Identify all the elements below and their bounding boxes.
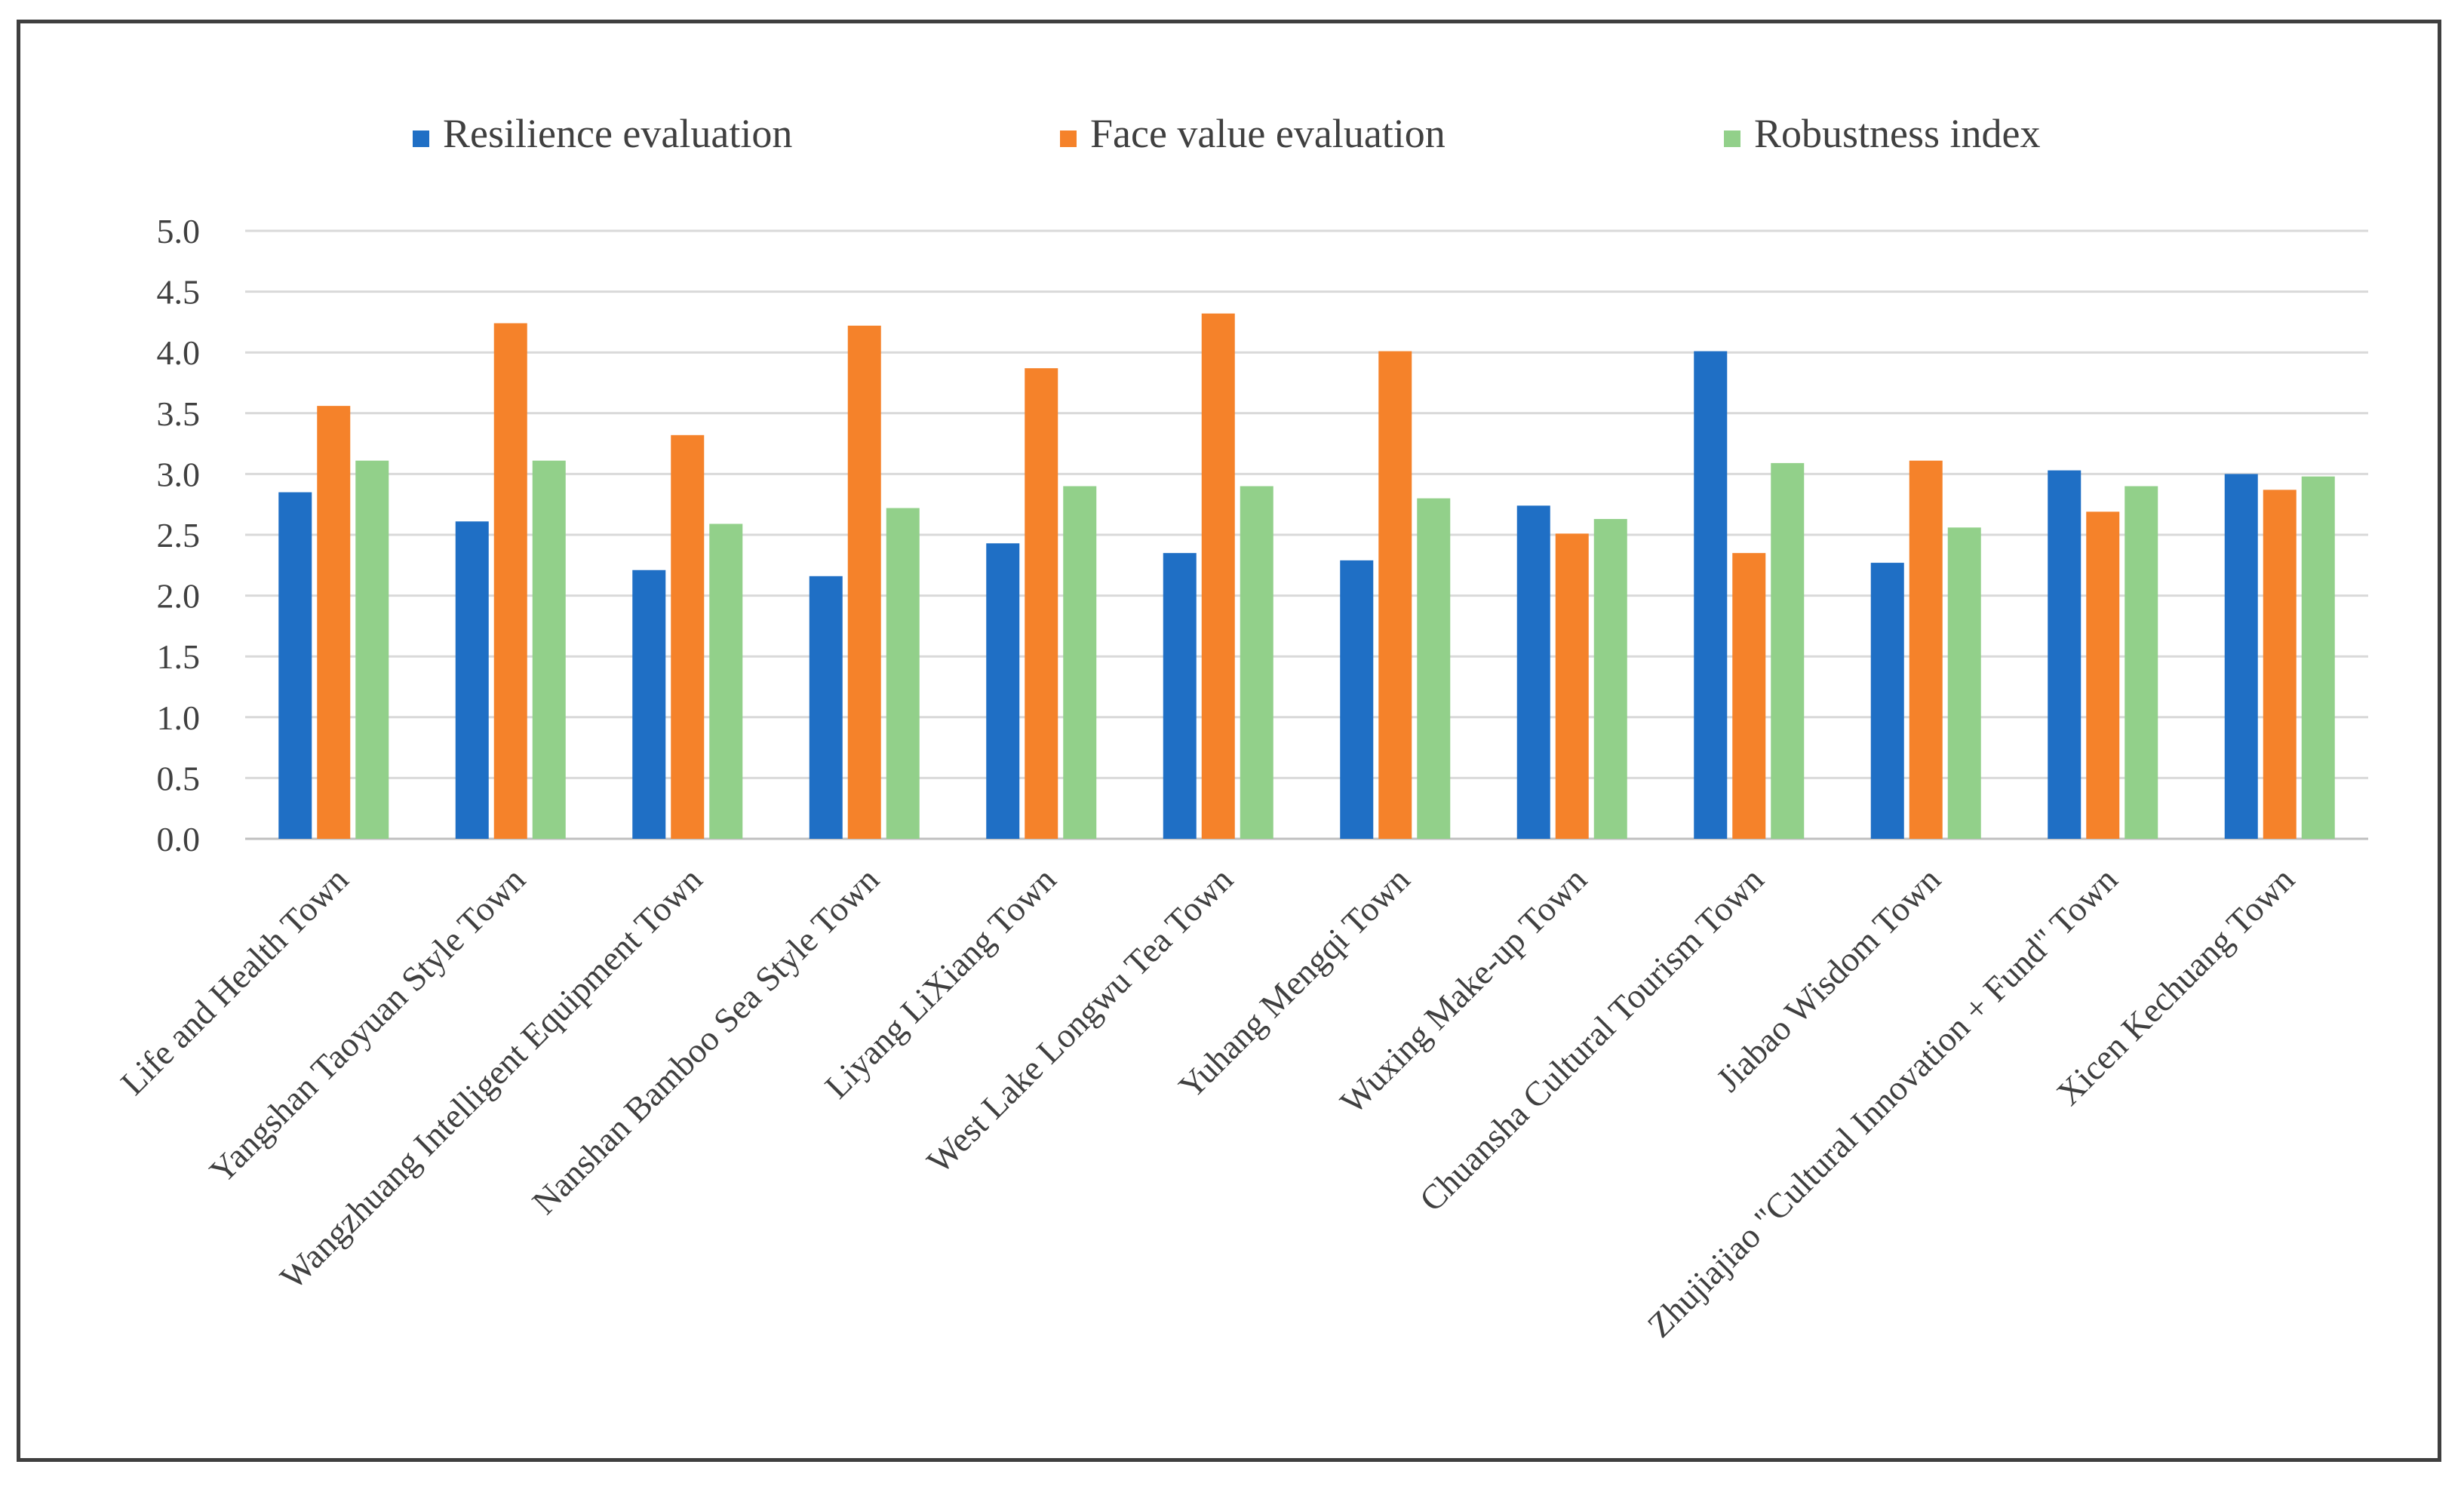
bar-robustness-index xyxy=(2125,486,2158,839)
legend: Resilience evaluation Face value evaluati… xyxy=(413,111,2041,156)
bar-face-value-evaluation xyxy=(1201,313,1235,840)
y-tick-label: 1.0 xyxy=(157,698,201,737)
x-category-label: West Lake Longwu Tea Town xyxy=(920,860,1240,1181)
bar-resilience-evaluation xyxy=(2224,474,2258,839)
chart-frame: 0.0 0.5 1.0 1.5 2.0 2.5 3.0 3.5 4.0 4.5 5.0 Life a… xyxy=(17,20,2441,1462)
bar-resilience-evaluation xyxy=(1694,351,1728,839)
bar-face-value-evaluation xyxy=(317,406,351,839)
legend-label: Face value evaluation xyxy=(1090,111,1446,156)
bar-face-value-evaluation xyxy=(1555,533,1589,839)
legend-swatch xyxy=(1724,130,1740,147)
legend-swatch xyxy=(413,130,429,147)
bar-resilience-evaluation xyxy=(809,576,843,839)
y-tick-label: 5.0 xyxy=(157,212,201,250)
legend-label: Resilience evaluation xyxy=(443,111,792,156)
bar-face-value-evaluation xyxy=(1378,351,1412,839)
legend-label: Robustness index xyxy=(1754,111,2041,156)
bar-robustness-index xyxy=(1240,486,1273,839)
bar-face-value-evaluation xyxy=(2263,490,2297,839)
bar-robustness-index xyxy=(355,460,389,839)
bar-robustness-index xyxy=(1947,527,1981,839)
bar-face-value-evaluation xyxy=(493,323,527,840)
bar-face-value-evaluation xyxy=(1732,553,1766,839)
bar-robustness-index xyxy=(2301,476,2335,839)
y-axis: 0.0 0.5 1.0 1.5 2.0 2.5 3.0 3.5 4.0 4.5 5.0 xyxy=(157,212,201,858)
bar-chart: 0.0 0.5 1.0 1.5 2.0 2.5 3.0 3.5 4.0 4.5 5.0 Life a… xyxy=(113,111,2368,1345)
bar-face-value-evaluation xyxy=(1025,368,1058,839)
bar-robustness-index xyxy=(1593,519,1627,839)
bar-resilience-evaluation xyxy=(278,492,312,839)
bar-resilience-evaluation xyxy=(1516,505,1550,839)
y-tick-label: 0.5 xyxy=(157,759,201,797)
bar-resilience-evaluation xyxy=(455,521,489,839)
bar-robustness-index xyxy=(1771,462,1805,839)
x-category-label: Yangshan Taoyuan Style Town xyxy=(202,860,533,1190)
bar-face-value-evaluation xyxy=(2086,511,2120,839)
bar-robustness-index xyxy=(1063,486,1097,839)
bar-robustness-index xyxy=(532,460,566,839)
y-tick-label: 1.5 xyxy=(157,637,201,676)
x-category-label: Nanshan Bamboo Sea Style Town xyxy=(524,860,886,1221)
bar-resilience-evaluation xyxy=(986,543,1020,839)
bar-resilience-evaluation xyxy=(632,570,666,839)
bar-resilience-evaluation xyxy=(1340,560,1374,839)
bar-robustness-index xyxy=(709,523,743,839)
gridlines xyxy=(245,229,2368,840)
bar-robustness-index xyxy=(886,508,920,839)
bar-resilience-evaluation xyxy=(1870,563,1904,839)
bar-face-value-evaluation xyxy=(1909,460,1943,839)
bar-resilience-evaluation xyxy=(1163,553,1197,839)
bar-face-value-evaluation xyxy=(847,325,881,840)
y-tick-label: 4.0 xyxy=(157,333,201,372)
bar-robustness-index xyxy=(1417,498,1451,839)
bar-face-value-evaluation xyxy=(671,434,705,839)
y-tick-label: 2.5 xyxy=(157,516,201,554)
bar-resilience-evaluation xyxy=(2048,470,2081,839)
y-tick-label: 4.5 xyxy=(157,273,201,312)
x-category-label: Chuansha Cultural Tourism Town xyxy=(1412,860,1771,1219)
legend-swatch xyxy=(1060,130,1077,147)
y-tick-label: 0.0 xyxy=(157,820,201,858)
y-tick-label: 3.0 xyxy=(157,455,201,493)
bars xyxy=(278,313,2335,840)
y-tick-label: 2.0 xyxy=(157,577,201,616)
y-tick-label: 3.5 xyxy=(157,395,201,433)
